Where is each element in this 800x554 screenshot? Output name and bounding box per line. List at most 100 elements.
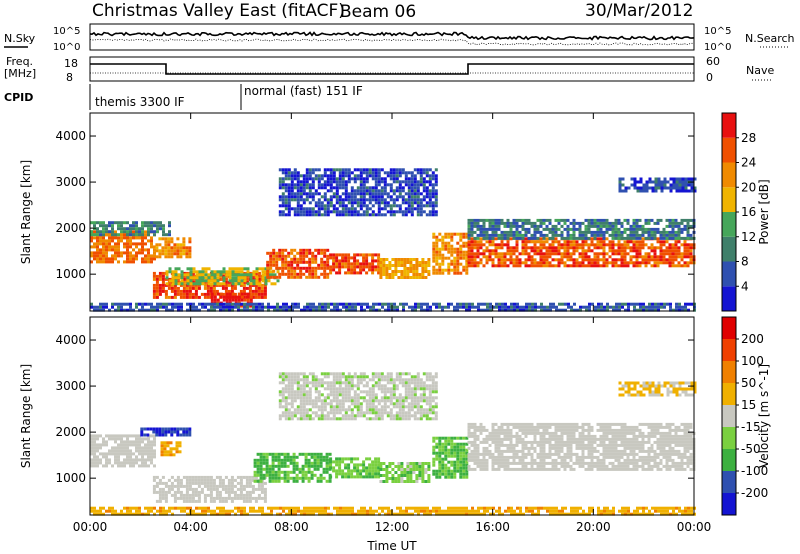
heatmap-cell-14 bbox=[504, 305, 507, 309]
heatmap-cell-14 bbox=[312, 308, 315, 312]
heatmap-cell-11 bbox=[656, 246, 660, 250]
heatmap-cell-14 bbox=[258, 305, 261, 309]
heatmap-cell-7 bbox=[456, 442, 460, 446]
heatmap-cell-10 bbox=[374, 192, 378, 196]
heatmap-cell-11 bbox=[524, 249, 528, 253]
heatmap-cell-8 bbox=[296, 378, 300, 382]
heatmap-cell-1 bbox=[152, 475, 156, 479]
heatmap-cell-9 bbox=[432, 250, 436, 254]
heatmap-cell-7 bbox=[432, 472, 436, 476]
heatmap-cell-8 bbox=[350, 417, 354, 421]
cpid-segment-2: normal (fast) 151 IF bbox=[244, 84, 363, 98]
heatmap-cell-14 bbox=[651, 302, 654, 306]
heatmap-cell-6 bbox=[284, 254, 288, 258]
heatmap-cell-0 bbox=[123, 443, 126, 447]
heatmap-cell-0 bbox=[120, 254, 123, 258]
heatmap-cell-2 bbox=[152, 430, 156, 434]
heatmap-cell-2 bbox=[179, 283, 183, 287]
heatmap-cell-8 bbox=[356, 411, 360, 415]
heatmap-cell-14 bbox=[141, 308, 144, 312]
heatmap-cell-11 bbox=[479, 246, 483, 250]
heatmap-cell-6 bbox=[421, 468, 425, 471]
heatmap-cell-2 bbox=[185, 433, 189, 437]
heatmap-cell-9 bbox=[447, 256, 451, 260]
heatmap-cell-11 bbox=[608, 246, 612, 250]
heatmap-cell-10 bbox=[398, 192, 402, 196]
heatmap-cell-9 bbox=[441, 247, 445, 251]
heatmap-cell-10 bbox=[377, 195, 381, 199]
heatmap-cell-10 bbox=[335, 192, 339, 196]
heatmap-cell-1 bbox=[147, 233, 150, 237]
heatmap-cell-8 bbox=[388, 264, 392, 267]
heatmap-cell-11 bbox=[641, 246, 645, 250]
heatmap-cell-10 bbox=[383, 192, 387, 196]
heatmap-cell-11 bbox=[644, 261, 648, 265]
heatmap-cell-9 bbox=[441, 244, 445, 248]
heatmap-cell-5 bbox=[165, 273, 169, 277]
heatmap-cell-10 bbox=[329, 204, 333, 208]
heatmap-cell-12 bbox=[623, 227, 627, 231]
heatmap-cell-1 bbox=[215, 490, 219, 494]
heatmap-cell-7 bbox=[432, 469, 436, 473]
heatmap-cell-8 bbox=[356, 393, 360, 397]
heatmap-cell-8 bbox=[305, 417, 309, 421]
heatmap-cell-12 bbox=[473, 218, 477, 222]
heatmap-cell-10 bbox=[335, 180, 339, 184]
heatmap-cell-13 bbox=[669, 183, 673, 187]
heatmap-cell-5 bbox=[329, 466, 333, 470]
heatmap-cell-14 bbox=[219, 308, 222, 312]
heatmap-cell-8 bbox=[359, 372, 363, 376]
heatmap-cell-5 bbox=[243, 273, 247, 277]
heatmap-cell-6 bbox=[400, 465, 404, 468]
heatmap-cell-10 bbox=[311, 171, 315, 175]
heatmap-cell-6 bbox=[296, 257, 300, 261]
heatmap-cell-11 bbox=[512, 252, 516, 256]
heatmap-cell-11 bbox=[605, 261, 609, 265]
heatmap-cell-9 bbox=[441, 262, 445, 266]
heatmap-cell-11 bbox=[662, 243, 666, 247]
heatmap-cell-1 bbox=[155, 481, 159, 485]
heatmap-cell-12 bbox=[497, 221, 501, 225]
heatmap-cell-10 bbox=[431, 183, 435, 187]
heatmap-cell-10 bbox=[332, 204, 336, 208]
heatmap-cell-13 bbox=[654, 183, 658, 187]
heatmap-cell-11 bbox=[521, 249, 525, 253]
heatmap-cell-9 bbox=[459, 235, 463, 239]
heatmap-cell-4 bbox=[274, 479, 278, 483]
heatmap-cell-5 bbox=[374, 472, 378, 476]
heatmap-cell-7 bbox=[432, 463, 436, 467]
heatmap-cell-0 bbox=[120, 443, 123, 447]
heatmap-cell-10 bbox=[404, 180, 408, 184]
heatmap-cell-9 bbox=[456, 247, 460, 251]
heatmap-cell-14 bbox=[234, 305, 237, 309]
heatmap-cell-10 bbox=[419, 174, 423, 178]
heatmap-cell-6 bbox=[281, 254, 285, 258]
heatmap-cell-12 bbox=[596, 230, 600, 234]
heatmap-cell-14 bbox=[252, 302, 255, 306]
heatmap-cell-8 bbox=[400, 270, 404, 273]
heatmap-cell-10 bbox=[371, 192, 375, 196]
heatmap-cell-11 bbox=[578, 252, 582, 256]
heatmap-cell-8 bbox=[391, 273, 395, 276]
heatmap-cell-1 bbox=[248, 478, 252, 482]
heatmap-cell-0 bbox=[138, 452, 141, 456]
heatmap-cell-8 bbox=[296, 372, 300, 376]
heatmap-cell-11 bbox=[632, 240, 636, 244]
heatmap-cell-4 bbox=[259, 467, 263, 471]
heatmap-cell-11 bbox=[506, 258, 510, 262]
heatmap-cell-7 bbox=[347, 268, 351, 272]
heatmap-cell-5 bbox=[261, 270, 265, 274]
heatmap-cell-8 bbox=[338, 408, 342, 412]
heatmap-cell-0 bbox=[147, 254, 150, 258]
heatmap-cell-6 bbox=[314, 254, 318, 258]
heatmap-cell-14 bbox=[546, 308, 549, 312]
heatmap-cell-10 bbox=[338, 186, 342, 190]
heatmap-cell-8 bbox=[287, 402, 291, 406]
heatmap-cell-14 bbox=[648, 305, 651, 309]
heatmap-cell-7 bbox=[332, 268, 336, 272]
heatmap-cell-11 bbox=[605, 237, 609, 241]
heatmap-cell-8 bbox=[409, 267, 413, 270]
heatmap-cell-2 bbox=[224, 280, 228, 284]
heatmap-cell-14 bbox=[447, 305, 450, 309]
heatmap-cell-13 bbox=[693, 177, 697, 181]
